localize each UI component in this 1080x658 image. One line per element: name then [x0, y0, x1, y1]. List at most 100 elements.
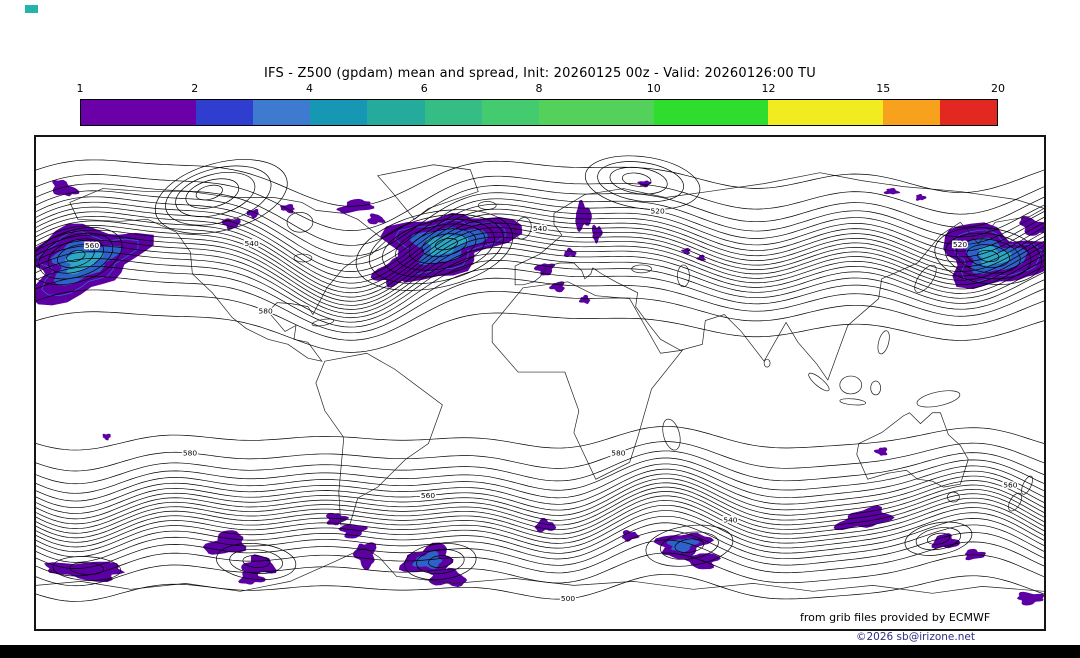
height-contour	[36, 251, 1044, 319]
colorbar-tick-label: 15	[876, 82, 891, 95]
spread-blob	[575, 199, 592, 233]
closed-low-contour	[416, 549, 465, 574]
coastline	[36, 547, 1044, 594]
colorbar-tick-label: 8	[535, 82, 543, 95]
height-contour	[36, 500, 1044, 543]
spread-blob-ring	[36, 231, 139, 297]
colorbar-segment	[768, 100, 883, 125]
closed-low-contour	[175, 172, 256, 218]
colorbar-segment	[939, 100, 997, 125]
closed-low-contour	[216, 543, 297, 581]
closed-low-contour	[404, 543, 477, 581]
colorbar-segment	[310, 100, 368, 125]
height-contour	[36, 473, 1044, 514]
spread-blob	[563, 247, 577, 258]
spread-colorbar: 1 2 4 6 8 10 12 15 20	[76, 82, 1005, 128]
closed-low-contour	[660, 531, 719, 560]
height-contour	[36, 539, 1044, 577]
colorbar-segment	[882, 100, 940, 125]
height-contour	[36, 276, 1044, 334]
height-contour	[36, 234, 1044, 306]
colorbar-segment	[367, 100, 425, 125]
closed-low-contour	[934, 227, 1042, 285]
height-contour	[36, 510, 1044, 553]
closed-low-contour	[229, 549, 283, 574]
closed-low-contour	[955, 238, 1021, 274]
spread-blob-ring	[394, 219, 506, 275]
height-contour	[36, 463, 1044, 502]
colorbar-tick-label: 2	[191, 82, 199, 95]
colorbar-segment	[539, 100, 654, 125]
closed-low-contour	[977, 249, 1000, 263]
spread-blob	[338, 524, 368, 539]
coastline-island	[293, 253, 313, 263]
contour-label: 540	[245, 239, 259, 248]
coastline-island	[914, 264, 937, 293]
closed-low-contour	[584, 155, 701, 210]
chart-title: IFS - Z500 (gpdam) mean and spread, Init…	[264, 66, 816, 81]
coastline-island	[839, 398, 867, 406]
height-contour	[36, 183, 1044, 246]
closed-low-contour	[904, 521, 973, 556]
height-contour	[36, 258, 1044, 323]
spread-blob	[102, 433, 111, 441]
colorbar-tick-label: 1	[76, 82, 84, 95]
coastline-island	[662, 418, 681, 451]
spread-blob	[621, 530, 640, 542]
height-contour	[36, 311, 1044, 353]
spread-blob	[578, 294, 591, 304]
contour-label: 580	[183, 449, 197, 458]
coastline-island	[763, 358, 771, 368]
colorbar-segment	[424, 100, 482, 125]
closed-low-contour	[621, 172, 652, 187]
contour-label: 580	[611, 448, 625, 457]
coastline-island	[311, 318, 335, 327]
closed-low-contour	[355, 209, 514, 291]
colorbar-tick-label: 10	[646, 82, 661, 95]
height-contour	[36, 552, 1044, 587]
spread-blob-core-cyan	[978, 245, 1012, 266]
closed-low-contour	[195, 184, 223, 201]
closed-low-contour	[66, 249, 86, 263]
coastline	[856, 412, 969, 488]
closed-low-contour	[368, 214, 504, 285]
closed-low-contour	[36, 227, 123, 285]
height-contour	[36, 211, 1044, 284]
height-contour	[36, 486, 1044, 529]
coastline	[491, 281, 684, 480]
footer-bar	[0, 645, 1080, 658]
height-contour	[36, 159, 1044, 207]
credit-source-text: from grib files provided by ECMWF	[800, 611, 991, 624]
coastline-island	[916, 390, 961, 408]
contour-label: 560	[1003, 481, 1017, 490]
colorbar-segment	[481, 100, 539, 125]
height-contour	[36, 245, 1044, 314]
closed-low-contour	[47, 238, 104, 274]
height-contour	[36, 457, 1044, 494]
height-contour	[36, 229, 1044, 302]
coastline-island	[870, 380, 881, 396]
height-contour	[36, 491, 1044, 534]
height-contour	[36, 495, 1044, 539]
height-contour	[36, 468, 1044, 509]
coastline-island	[1021, 475, 1033, 495]
spread-blob	[637, 180, 652, 188]
coastline	[514, 172, 1044, 381]
colorbar-bar	[80, 99, 998, 126]
contour-label: 520	[651, 206, 665, 215]
height-contour	[36, 196, 1044, 265]
spread-blob	[873, 447, 888, 456]
contour-label: 580	[258, 306, 272, 315]
colorbar-segment	[195, 100, 253, 125]
coastline	[69, 188, 387, 362]
spread-blob	[43, 561, 126, 582]
coastline-island	[808, 372, 830, 392]
spread-blob	[238, 571, 266, 585]
contour-label: 560	[85, 241, 99, 250]
map-svg: 540 520 540 560 520 580 580 580 560 540 500 560	[36, 155, 1044, 606]
spread-blob	[591, 224, 603, 244]
contour-label: 520	[953, 240, 967, 249]
contour-label: 540	[533, 224, 547, 233]
closed-low-contour	[382, 218, 495, 278]
colorbar-segment	[252, 100, 310, 125]
